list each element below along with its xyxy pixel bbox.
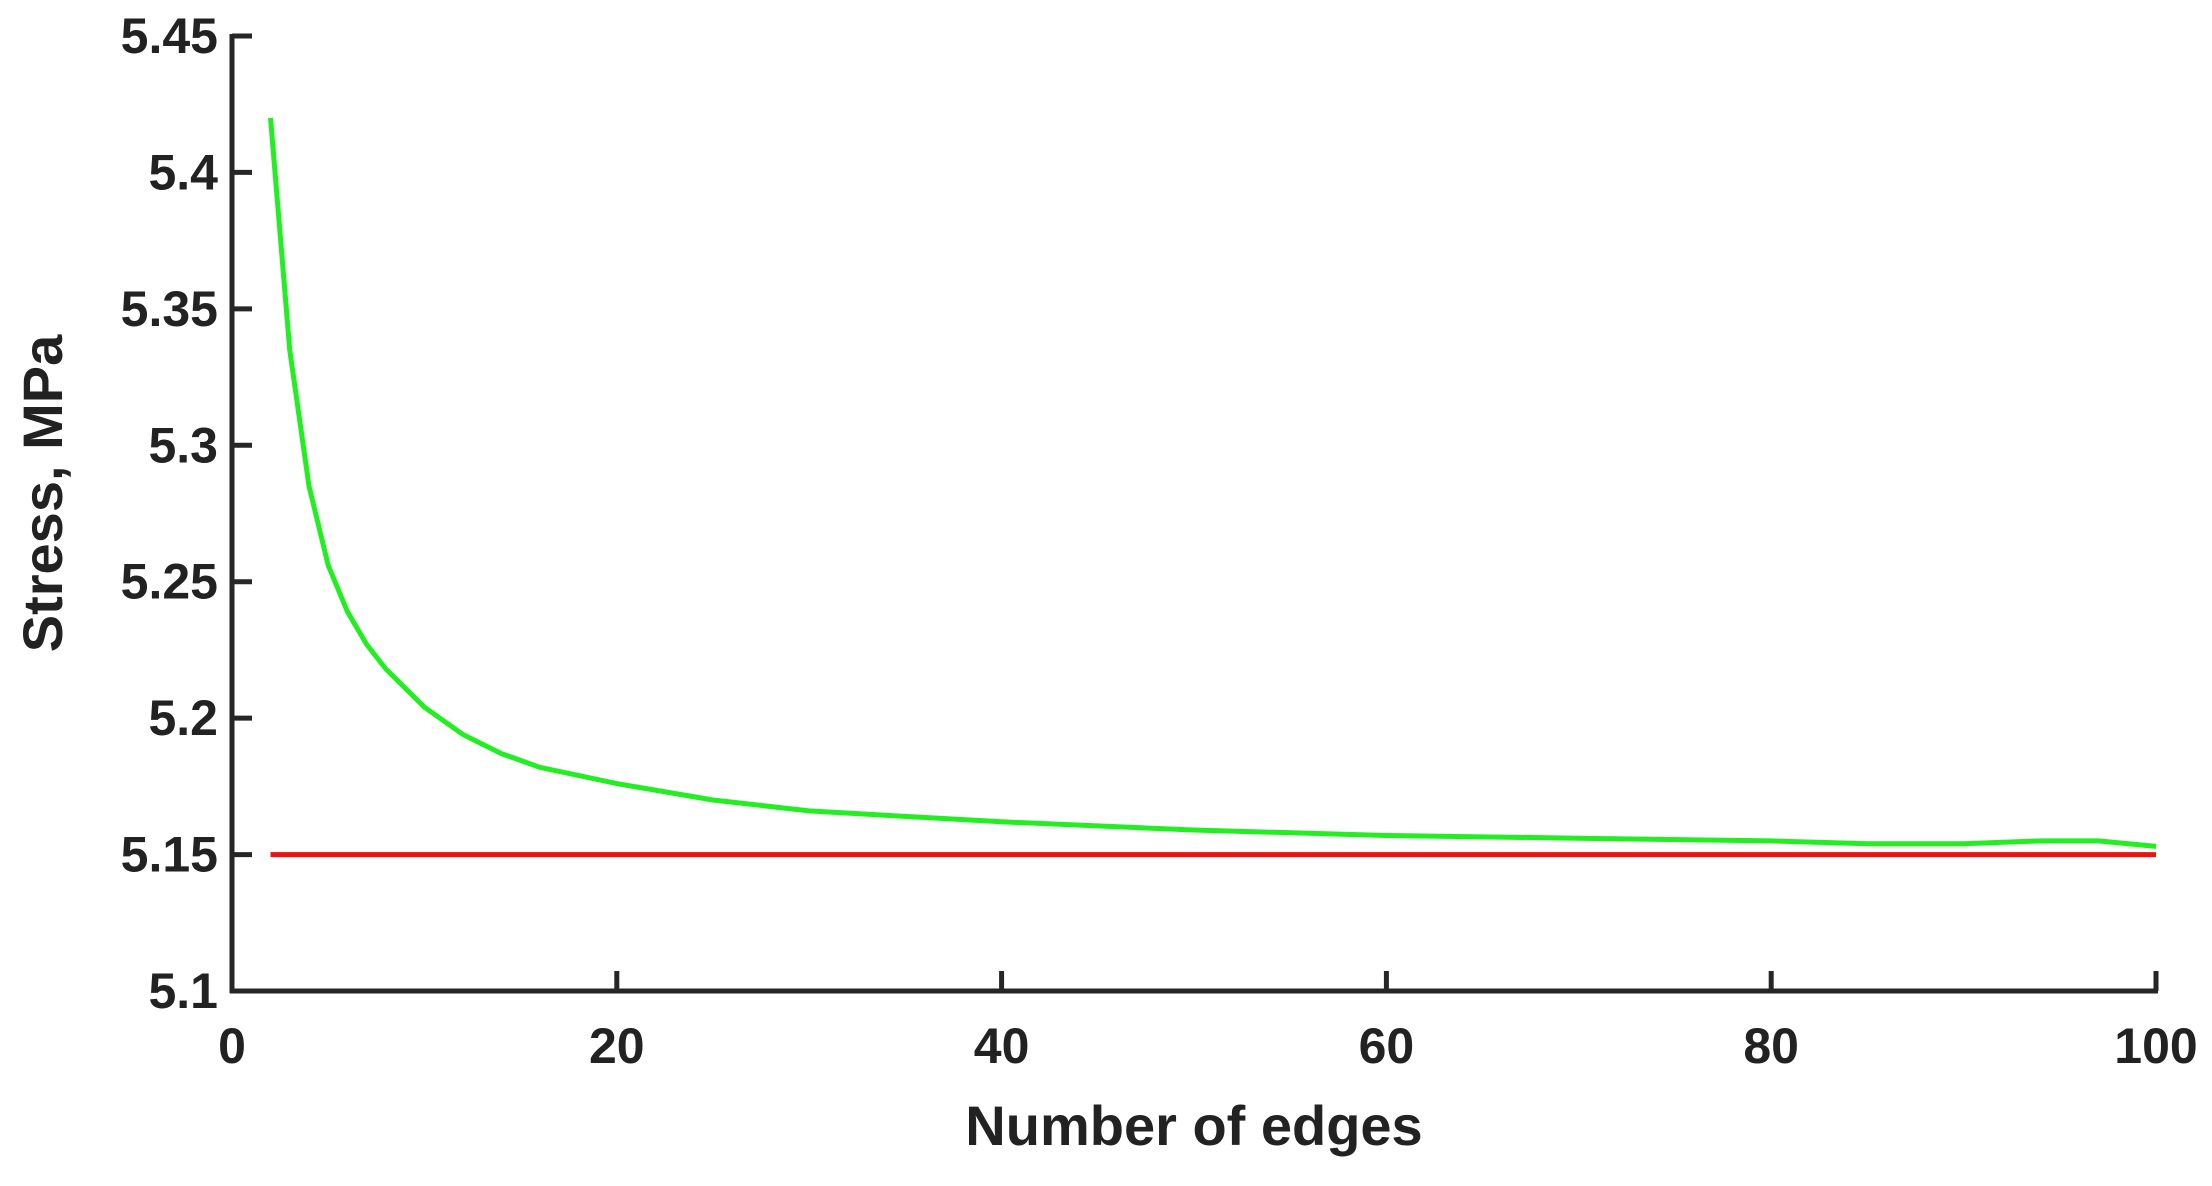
x-tick-label: 0: [218, 1018, 246, 1074]
y-axis-label: Stress, MPa: [11, 334, 74, 652]
x-tick-label: 40: [974, 1018, 1030, 1074]
series-layer: [268, 117, 2157, 858]
x-tick-label: 80: [1743, 1018, 1799, 1074]
series-line-1: [268, 117, 2157, 849]
y-tick-label: 5.35: [121, 281, 218, 337]
x-tick-label: 20: [589, 1018, 645, 1074]
y-tick-label: 5.1: [148, 963, 218, 1019]
y-tick-label: 5.2: [148, 690, 218, 746]
x-tick-label: 60: [1359, 1018, 1415, 1074]
x-tick-label: 100: [2114, 1018, 2197, 1074]
y-tick-label: 5.25: [121, 554, 218, 610]
ticks: 5.1 5.15 5.2 5.25 5.3 5.35 5.4 5.45 0 20 40 60 80 100: [121, 8, 2198, 1074]
y-tick-label: 5.15: [121, 827, 218, 883]
y-tick-label: 5.45: [121, 8, 218, 64]
y-tick-label: 5.4: [148, 144, 218, 200]
axes: [229, 34, 2158, 994]
x-axis-label: Number of edges: [965, 1094, 1422, 1157]
y-tick-label: 5.3: [148, 417, 218, 473]
